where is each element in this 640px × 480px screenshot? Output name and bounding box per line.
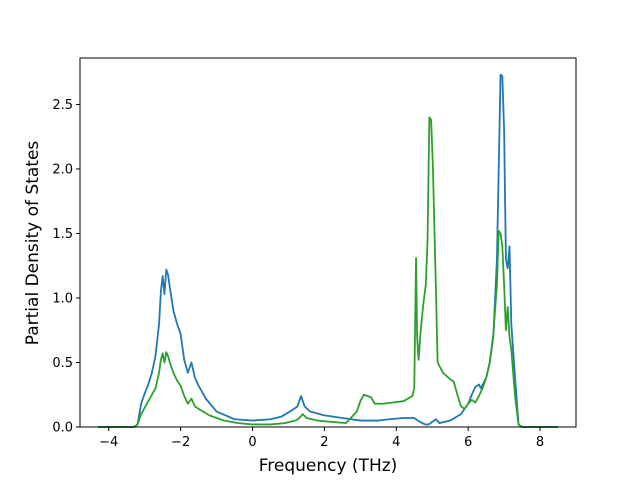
series-layer [97, 73, 559, 428]
y-axis-ticks: 0.0 0.5 1.0 1.5 2.0 2.5 [52, 98, 80, 436]
y-tick-label: 2.5 [52, 98, 73, 113]
y-tick-label: 0.0 [52, 421, 73, 436]
y-tick-label: 1.0 [52, 291, 73, 306]
y-tick-label: 2.0 [52, 162, 73, 177]
x-tick-label: 0 [248, 435, 256, 450]
x-tick-label: 8 [536, 435, 544, 450]
series-line-1 [97, 73, 559, 428]
plot-frame [79, 57, 577, 428]
x-tick-label: 2 [320, 435, 328, 450]
y-axis-label: Partial Density of States [23, 141, 43, 346]
y-tick-label: 0.5 [52, 356, 73, 371]
x-axis-ticks: −4 −2 0 2 4 6 8 [99, 427, 544, 450]
y-tick-label: 1.5 [52, 227, 73, 242]
x-tick-label: 6 [464, 435, 472, 450]
x-tick-label: −4 [99, 435, 118, 450]
x-axis-label: Frequency (THz) [259, 456, 398, 476]
x-tick-label: 4 [392, 435, 400, 450]
x-tick-label: −2 [171, 435, 190, 450]
series-line-2 [97, 116, 559, 428]
